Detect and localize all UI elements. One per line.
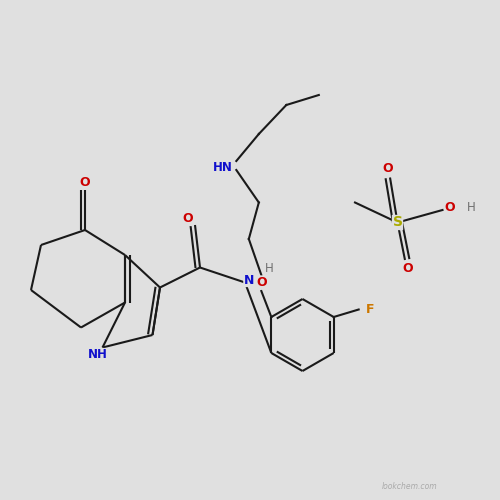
Text: N: N — [244, 274, 254, 286]
Text: lookchem.com: lookchem.com — [382, 482, 438, 491]
Text: O: O — [80, 176, 90, 189]
Text: O: O — [402, 262, 413, 276]
Text: O: O — [182, 212, 193, 226]
Text: H: H — [264, 262, 274, 275]
Text: H: H — [467, 201, 476, 214]
Text: O: O — [382, 162, 393, 175]
Text: O: O — [444, 201, 456, 214]
Text: O: O — [256, 276, 266, 289]
Text: HN: HN — [212, 161, 233, 174]
Text: S: S — [392, 216, 402, 230]
Text: F: F — [366, 303, 374, 316]
Text: NH: NH — [88, 348, 108, 362]
